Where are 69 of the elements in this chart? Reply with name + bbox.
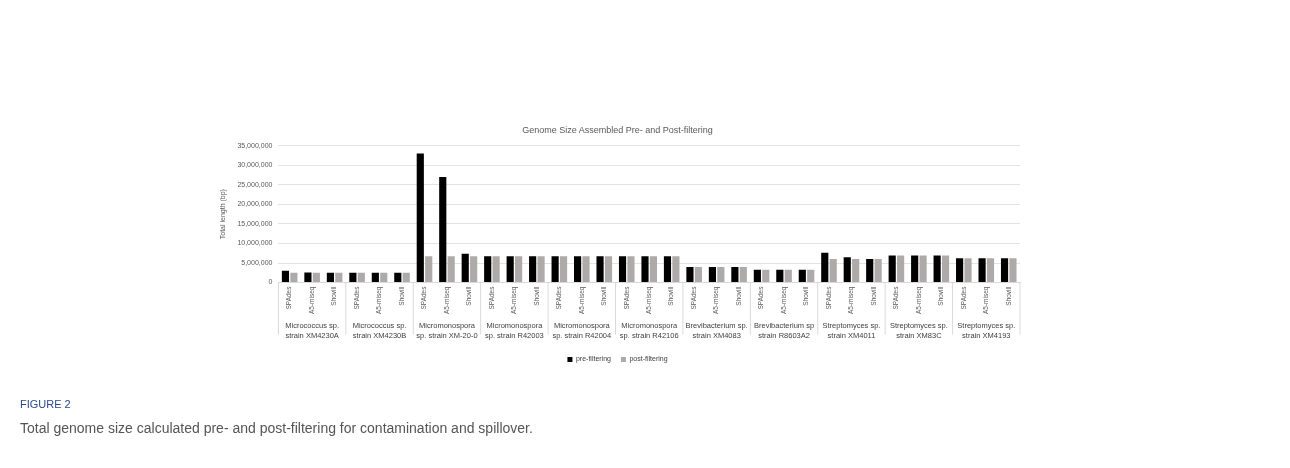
bar [425, 256, 433, 283]
bar [394, 272, 402, 283]
bar [843, 257, 851, 283]
bar [866, 259, 874, 283]
bar [941, 255, 950, 283]
bar [1000, 258, 1009, 283]
bar [312, 272, 320, 283]
bar [641, 256, 649, 283]
bar [582, 256, 590, 283]
text: Total genome size calculated pre- and post-filtering for contamination and spillover. [20, 420, 533, 436]
chart-title: Genome Size Assembled Pre- and Post-filtering [522, 124, 713, 135]
bar [627, 256, 635, 283]
bar [439, 177, 447, 283]
bar [574, 256, 582, 283]
bar [416, 153, 424, 283]
bar [986, 258, 995, 283]
bar [956, 258, 964, 283]
bar [978, 258, 986, 283]
bar [304, 272, 312, 283]
bar [618, 256, 627, 283]
bar [461, 253, 469, 283]
bar [776, 269, 784, 283]
bar [559, 256, 568, 283]
bar [731, 266, 739, 283]
bar [447, 256, 455, 283]
bar [326, 272, 334, 283]
bar [537, 256, 545, 283]
bar [784, 269, 792, 283]
bar [686, 266, 694, 283]
bar [290, 272, 298, 283]
bar [402, 272, 410, 283]
bar [717, 266, 725, 283]
bar [807, 269, 815, 283]
bar [663, 256, 672, 283]
bar [335, 272, 343, 283]
caption: FIGURE 2 [20, 398, 71, 410]
bar [798, 269, 806, 283]
bar [919, 255, 927, 283]
bar [829, 259, 837, 283]
bar [888, 255, 896, 283]
bar [672, 256, 680, 283]
bar [281, 270, 290, 283]
bar [604, 256, 613, 283]
bar [694, 266, 702, 283]
bar [821, 252, 829, 283]
bar [762, 269, 770, 283]
bar [897, 255, 905, 283]
bar [515, 256, 523, 283]
bar [911, 255, 919, 283]
bar [596, 256, 604, 283]
bar [753, 269, 761, 283]
bar [371, 272, 379, 283]
bar [484, 256, 492, 283]
bar [492, 256, 500, 283]
bar [470, 256, 478, 283]
bar [852, 259, 860, 283]
bar [506, 256, 514, 283]
bar [529, 256, 537, 283]
bar [1009, 258, 1017, 283]
bar [964, 258, 972, 283]
bar [739, 266, 747, 283]
bar [380, 272, 388, 283]
bar [708, 266, 716, 283]
bar [874, 259, 882, 283]
bar [933, 255, 941, 283]
bar [649, 256, 658, 283]
bar [349, 272, 357, 283]
bar [551, 256, 559, 283]
bar [357, 272, 365, 283]
